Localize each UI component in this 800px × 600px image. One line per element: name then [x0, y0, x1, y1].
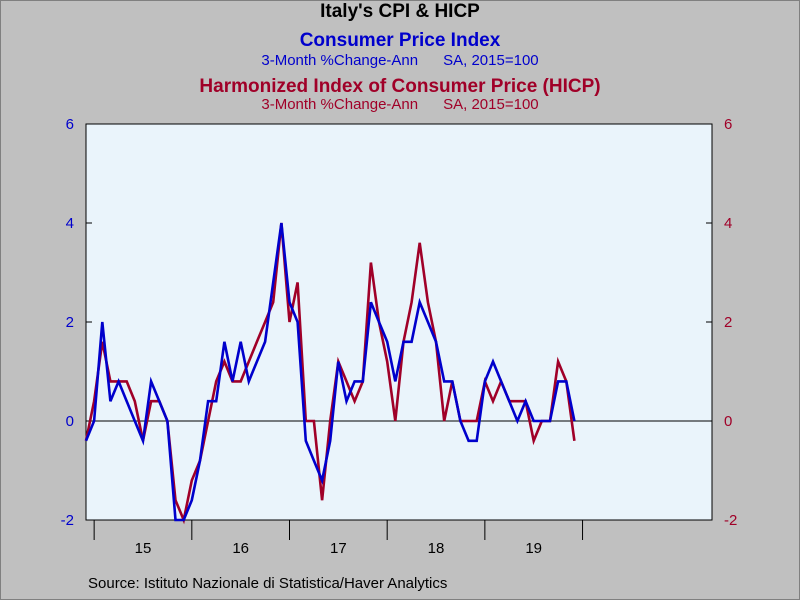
- plot-area: [85, 123, 713, 521]
- x-tick-label: 16: [232, 540, 249, 557]
- y-tick-label-right: 0: [724, 413, 732, 430]
- x-tick-label: 15: [135, 540, 152, 557]
- x-tick-label: 17: [330, 540, 347, 557]
- source-note: Source: Istituto Nazionale di Statistica…: [88, 575, 448, 592]
- chart-title: Italy's CPI & HICP: [320, 1, 480, 22]
- y-tick-label-right: 6: [724, 116, 732, 133]
- hicp-series-title: Harmonized Index of Consumer Price (HICP…: [199, 76, 601, 97]
- y-tick-label-right: -2: [724, 512, 737, 529]
- cpi-series-line: [84, 222, 576, 522]
- y-tick-label-left: -2: [61, 512, 74, 529]
- y-tick-label-left: 4: [66, 215, 74, 232]
- x-tick-label: 18: [428, 540, 445, 557]
- y-tick-label-left: 0: [66, 413, 74, 430]
- y-tick-label-left: 2: [66, 314, 74, 331]
- y-tick-label-left: 6: [66, 116, 74, 133]
- y-tick-label-right: 4: [724, 215, 732, 232]
- cpi-series-title: Consumer Price Index: [299, 30, 501, 51]
- cpi-series-subtitle: 3-Month %Change-Ann SA, 2015=100: [261, 52, 539, 69]
- y-tick-label-right: 2: [724, 314, 732, 331]
- hicp-series-subtitle: 3-Month %Change-Ann SA, 2015=100: [261, 96, 539, 113]
- x-tick-label: 19: [525, 540, 542, 557]
